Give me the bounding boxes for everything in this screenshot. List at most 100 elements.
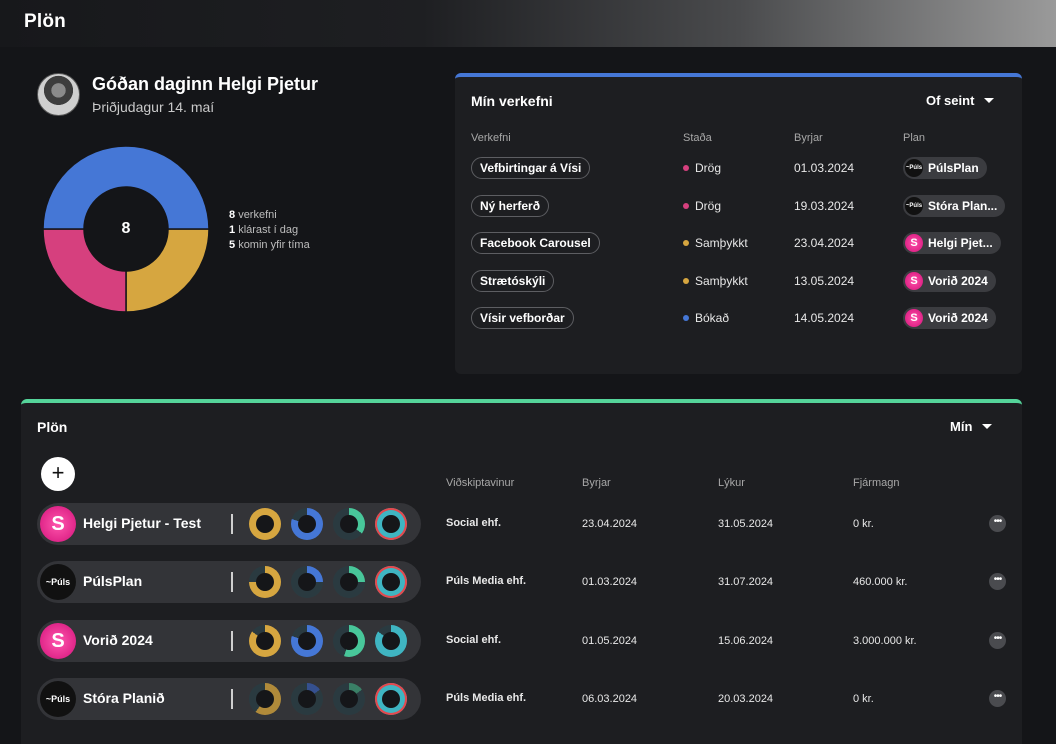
task-name-pill[interactable]: Vefbirtingar á Vísi xyxy=(471,157,591,179)
app-title: Plön xyxy=(24,11,66,32)
greeting-title: Góðan daginn Helgi Pjetur xyxy=(92,74,319,94)
task-name-pill[interactable]: Ný herferð xyxy=(471,195,550,217)
add-plan-button[interactable]: + xyxy=(41,457,75,491)
progress-ring xyxy=(333,683,365,715)
social-logo-icon: S xyxy=(905,309,923,327)
plan-end-date: 31.05.2024 xyxy=(718,518,774,530)
more-options-button[interactable]: ••• xyxy=(989,632,1006,649)
plan-name: Stóra Planið xyxy=(83,690,165,706)
task-start-date: 14.05.2024 xyxy=(794,311,855,325)
plan-budget: 0 kr. xyxy=(853,518,874,530)
task-plan-label: Vorið 2024 xyxy=(928,274,988,288)
plan-end-date: 15.06.2024 xyxy=(718,635,774,647)
chevron-down-icon xyxy=(984,98,995,103)
tasks-sort-select[interactable]: Of seint xyxy=(926,93,995,108)
plan-row[interactable]: ~Púls Stóra Planið xyxy=(37,678,421,720)
progress-ring xyxy=(249,508,281,540)
progress-ring xyxy=(375,625,407,657)
task-plan-pill[interactable]: ~Púls Stóra Plan... xyxy=(903,195,1006,217)
progress-ring xyxy=(249,683,281,715)
plan-end-date: 31.07.2024 xyxy=(718,576,774,588)
task-plan-label: PúlsPlan xyxy=(928,161,979,175)
donut-center-label: 8 xyxy=(121,220,131,237)
task-start-date: 13.05.2024 xyxy=(794,274,855,288)
plan-budget: 3.000.000 kr. xyxy=(853,635,917,647)
task-plan-pill[interactable]: ~Púls PúlsPlan xyxy=(903,157,987,179)
progress-ring xyxy=(375,508,407,540)
more-options-button[interactable]: ••• xyxy=(989,515,1006,532)
plan-row[interactable]: ~Púls PúlsPlan xyxy=(37,561,421,603)
plans-filter-select[interactable]: Mín xyxy=(950,419,993,434)
puls-logo-icon: ~Púls xyxy=(905,159,923,177)
plan-client: Social ehf. xyxy=(446,634,502,646)
task-plan-label: Helgi Pjet... xyxy=(928,236,993,250)
donut-slice xyxy=(125,228,210,313)
task-plan-label: Vorið 2024 xyxy=(928,311,988,325)
task-name-pill[interactable]: Vísir vefborðar xyxy=(471,307,574,329)
task-status: Drög xyxy=(683,199,721,213)
status-dot-icon xyxy=(683,203,689,209)
puls-logo-icon: ~Púls xyxy=(905,197,923,215)
progress-ring xyxy=(249,625,281,657)
plan-budget: 0 kr. xyxy=(853,693,874,705)
task-start-date: 19.03.2024 xyxy=(794,199,855,213)
task-status-label: Drög xyxy=(695,199,722,213)
status-dot-icon xyxy=(683,240,689,246)
plan-name: PúlsPlan xyxy=(83,573,143,589)
plan-name: Helgi Pjetur - Test xyxy=(83,515,201,531)
social-logo-icon: S xyxy=(905,234,923,252)
plan-name: Vorið 2024 xyxy=(83,632,153,648)
task-plan-pill[interactable]: S Vorið 2024 xyxy=(903,307,996,329)
plan-client: Púls Media ehf. xyxy=(446,575,527,587)
header-client: Viðskiptavinur xyxy=(446,477,515,489)
task-donut-chart: 8 xyxy=(42,145,210,313)
legend-item-tasks: 8 verkefni xyxy=(229,209,277,221)
plan-start-date: 01.05.2024 xyxy=(582,635,638,647)
summary-legend: 8 verkefni 1 klárast í dag 5 komin yfir … xyxy=(229,208,310,253)
progress-ring xyxy=(291,566,323,598)
progress-ring xyxy=(291,508,323,540)
more-options-button[interactable]: ••• xyxy=(989,573,1006,590)
donut-slice xyxy=(42,228,127,313)
status-dot-icon xyxy=(683,165,689,171)
header-task: Verkefni xyxy=(471,132,511,144)
legend-item-overdue: 5 komin yfir tíma xyxy=(229,239,310,251)
progress-ring xyxy=(333,566,365,598)
social-logo-icon: S xyxy=(40,506,76,542)
tasks-sort-value: Of seint xyxy=(926,93,975,108)
task-status-label: Samþykkt xyxy=(695,274,748,288)
donut-svg xyxy=(42,145,210,313)
header-status: Staða xyxy=(683,132,712,144)
plus-icon: + xyxy=(51,460,65,485)
progress-ring xyxy=(333,625,365,657)
divider xyxy=(231,514,233,534)
task-status-label: Drög xyxy=(695,161,722,175)
plan-client: Púls Media ehf. xyxy=(446,692,527,704)
task-plan-pill[interactable]: S Vorið 2024 xyxy=(903,270,996,292)
greeting-date: Þriðjudagur 14. maí xyxy=(92,99,215,115)
header-plan: Plan xyxy=(903,132,926,144)
top-bar: Plön xyxy=(0,0,1056,47)
plans-filter-value: Mín xyxy=(950,419,973,434)
task-plan-pill[interactable]: S Helgi Pjet... xyxy=(903,232,1001,254)
more-options-button[interactable]: ••• xyxy=(989,690,1006,707)
plan-budget: 460.000 kr. xyxy=(853,576,908,588)
task-status-label: Samþykkt xyxy=(695,236,748,250)
divider xyxy=(231,631,233,651)
progress-ring xyxy=(249,566,281,598)
progress-ring xyxy=(375,566,407,598)
status-dot-icon xyxy=(683,315,689,321)
plan-row[interactable]: S Helgi Pjetur - Test xyxy=(37,503,421,545)
plan-start-date: 01.03.2024 xyxy=(582,576,638,588)
task-status: Samþykkt xyxy=(683,274,748,288)
task-name-pill[interactable]: Strætóskýli xyxy=(471,270,555,292)
task-status: Samþykkt xyxy=(683,236,748,250)
header-start: Byrjar xyxy=(794,132,823,144)
avatar[interactable] xyxy=(37,73,80,116)
task-name-pill[interactable]: Facebook Carousel xyxy=(471,232,600,254)
social-logo-icon: S xyxy=(905,272,923,290)
plan-row[interactable]: S Vorið 2024 xyxy=(37,620,421,662)
chevron-down-icon xyxy=(982,424,993,429)
status-dot-icon xyxy=(683,278,689,284)
plan-end-date: 20.03.2024 xyxy=(718,693,774,705)
